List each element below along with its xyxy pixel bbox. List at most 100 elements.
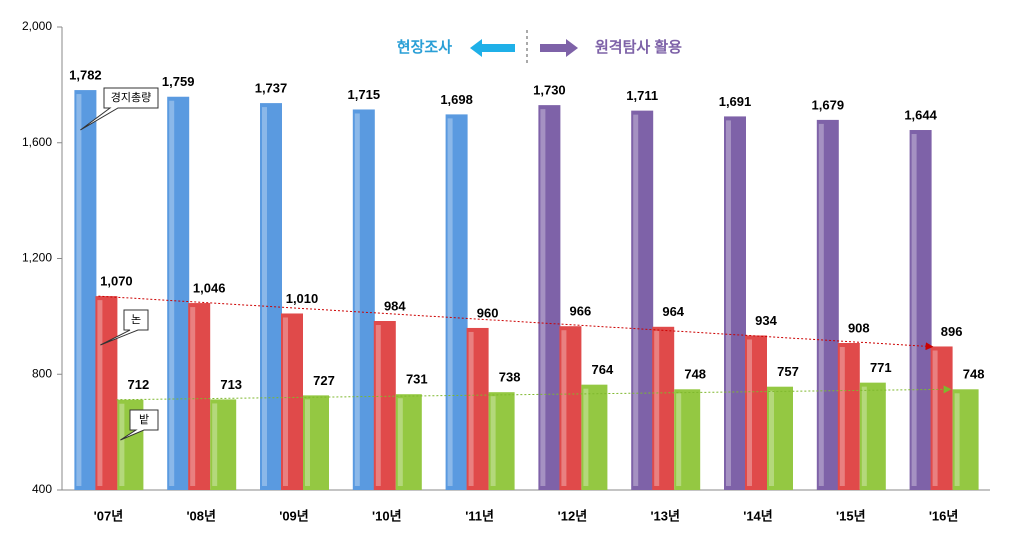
value-label: 771 xyxy=(870,360,892,375)
value-label: 757 xyxy=(777,364,799,379)
bar xyxy=(930,346,953,490)
bar xyxy=(816,119,839,490)
trend-line xyxy=(98,295,934,351)
y-tick-label: 400 xyxy=(32,482,52,496)
bar-highlight xyxy=(954,393,960,486)
bar xyxy=(909,130,932,490)
bar-highlight xyxy=(861,386,867,486)
bar-highlight xyxy=(262,107,267,486)
x-tick-label: '15년 xyxy=(836,508,866,523)
callout-box xyxy=(100,309,149,346)
bar xyxy=(581,384,608,490)
callout-box xyxy=(120,409,159,441)
bar xyxy=(188,303,211,490)
value-label: 934 xyxy=(755,313,777,328)
x-tick-label: '16년 xyxy=(929,508,959,523)
bar xyxy=(631,110,654,491)
bar xyxy=(74,90,97,491)
value-label: 1,715 xyxy=(348,87,381,102)
bar xyxy=(745,335,767,490)
value-label: 764 xyxy=(592,362,614,377)
bar xyxy=(303,395,329,490)
x-tick-label: '07년 xyxy=(94,508,124,523)
bar-highlight xyxy=(932,350,938,486)
value-label: 960 xyxy=(477,305,499,320)
value-label: 713 xyxy=(220,377,242,392)
value-label: 984 xyxy=(384,298,406,313)
arrow-left xyxy=(470,39,515,57)
value-label: 908 xyxy=(848,320,870,335)
bar-highlight xyxy=(747,339,752,486)
value-label: 1,730 xyxy=(533,83,566,98)
x-tick-label: '11년 xyxy=(465,508,494,523)
value-label: 712 xyxy=(128,377,150,392)
bar-highlight xyxy=(283,317,288,486)
bar xyxy=(395,394,422,490)
bar xyxy=(767,386,793,490)
bar-highlight xyxy=(676,393,682,486)
bar-highlight xyxy=(911,134,917,486)
arrow-right xyxy=(540,39,578,57)
value-label: 1,691 xyxy=(719,94,752,109)
y-tick-label: 2,000 xyxy=(22,19,52,33)
bar xyxy=(210,399,237,490)
bar-highlight xyxy=(447,118,453,487)
bar xyxy=(167,96,190,490)
bar-highlight xyxy=(212,403,218,486)
bar-highlight xyxy=(583,388,589,486)
bar-highlight xyxy=(769,390,774,486)
trend-line xyxy=(116,385,952,401)
value-label: 1,711 xyxy=(626,88,658,103)
bar-highlight xyxy=(397,398,403,486)
bar xyxy=(445,114,468,491)
value-label: 1,046 xyxy=(193,281,226,296)
value-label: 748 xyxy=(684,367,706,382)
value-label: 1,010 xyxy=(286,291,319,306)
y-tick-label: 1,600 xyxy=(22,135,52,149)
value-label: 1,737 xyxy=(255,81,288,96)
bar-highlight xyxy=(633,114,639,487)
bar xyxy=(466,327,489,490)
callout-box xyxy=(80,87,159,131)
bar-highlight xyxy=(305,399,310,486)
y-tick-label: 800 xyxy=(32,366,52,380)
bar xyxy=(837,342,860,490)
legend-label: 경지총량 xyxy=(111,91,151,104)
bar-highlight xyxy=(726,120,731,487)
value-label: 896 xyxy=(941,324,963,339)
bar-highlight xyxy=(97,300,103,486)
bar xyxy=(373,321,396,490)
bar xyxy=(674,389,701,490)
value-label: 1,782 xyxy=(69,68,102,83)
value-label: 1,759 xyxy=(162,74,195,89)
bar-highlight xyxy=(818,123,824,486)
bar-highlight xyxy=(561,330,567,486)
bar-highlight xyxy=(119,403,125,486)
legend-label: 밭 xyxy=(139,413,149,426)
value-label: 731 xyxy=(406,372,428,387)
value-label: 727 xyxy=(313,373,335,388)
bar xyxy=(488,392,515,490)
x-tick-label: '08년 xyxy=(186,508,216,523)
annotation: 현장조사 xyxy=(397,38,452,56)
bar-highlight xyxy=(76,94,82,487)
bar-highlight xyxy=(354,113,360,487)
value-label: 748 xyxy=(963,367,985,382)
bar xyxy=(559,326,582,490)
value-label: 1,644 xyxy=(904,107,937,122)
value-label: 1,070 xyxy=(100,274,133,289)
bar xyxy=(352,109,375,491)
bar-highlight xyxy=(375,325,381,486)
x-tick-label: '12년 xyxy=(558,508,588,523)
bar xyxy=(281,313,303,490)
bar-highlight xyxy=(169,100,175,486)
bar-highlight xyxy=(654,330,660,486)
value-label: 964 xyxy=(662,304,684,319)
value-label: 1,679 xyxy=(812,97,845,112)
legend-label: 논 xyxy=(131,313,141,326)
bar xyxy=(538,105,561,490)
bar xyxy=(724,116,746,491)
value-label: 1,698 xyxy=(440,92,473,107)
bar xyxy=(859,382,886,490)
value-label: 738 xyxy=(499,370,521,385)
